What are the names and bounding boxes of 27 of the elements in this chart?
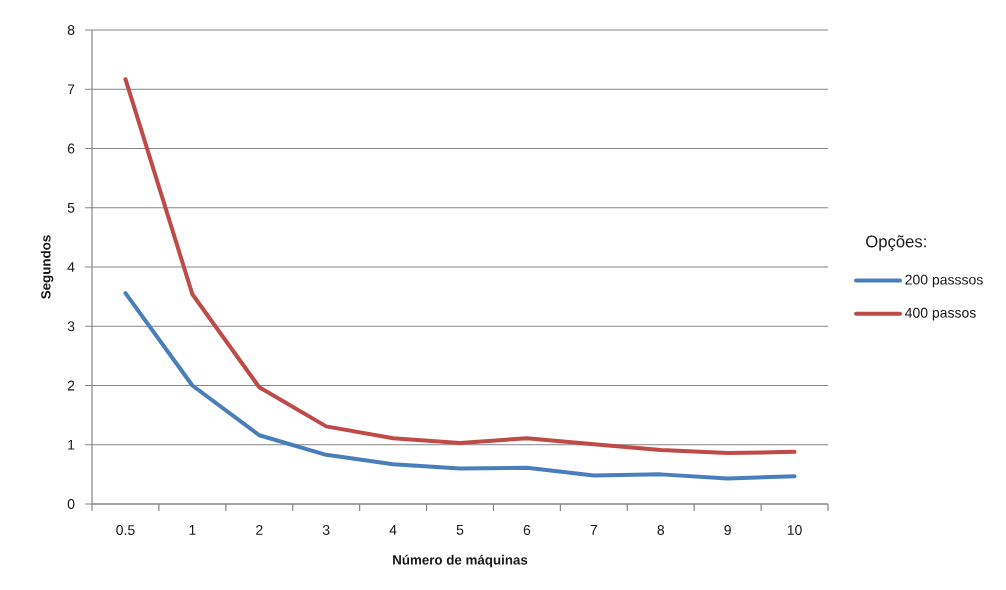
line-series xyxy=(123,291,797,481)
x-axis-title: Número de máquinas xyxy=(393,554,528,568)
x-tick-label: 0.5 xyxy=(116,525,135,535)
x-tick-label: 7 xyxy=(590,525,597,535)
y-tick-label: 5 xyxy=(67,202,75,213)
x-tick-label: 8 xyxy=(657,525,665,535)
legend-label: 400 passos xyxy=(905,307,976,321)
y-tick-label: 2 xyxy=(67,380,75,391)
x-tick-label: 2 xyxy=(256,525,263,535)
x-tick-label: 1 xyxy=(189,525,196,535)
x-tick-label: 10 xyxy=(787,525,802,535)
y-axis-title: Segundos xyxy=(40,235,54,299)
x-tick-label: 4 xyxy=(389,525,397,535)
legend-label: 200 passsos xyxy=(905,274,983,288)
y-tick-label: 8 xyxy=(67,25,75,35)
y-tick-label: 1 xyxy=(68,439,75,450)
x-tick-label: 3 xyxy=(322,525,330,535)
y-tick-label: 3 xyxy=(67,321,75,332)
y-tick-label: 4 xyxy=(67,262,75,272)
x-tick-label: 9 xyxy=(724,525,731,535)
line-series xyxy=(123,77,797,456)
legend-title: Opções: xyxy=(866,235,926,251)
y-tick-label: 7 xyxy=(67,84,75,95)
y-tick-label: 0 xyxy=(67,499,75,509)
x-tick-label: 5 xyxy=(456,525,464,535)
y-tick-label: 6 xyxy=(67,143,75,154)
x-tick-label: 6 xyxy=(523,525,531,535)
